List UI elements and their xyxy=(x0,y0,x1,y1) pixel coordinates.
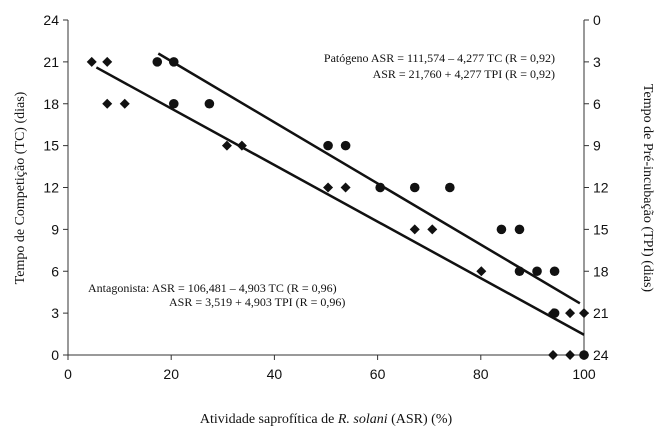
patogeno-point xyxy=(204,98,215,109)
patogeno-equation-2: ASR = 21,760 + 4,277 TPI (R = 0,92) xyxy=(373,67,555,81)
antagonista-point xyxy=(409,224,420,235)
left-y-tick-label: 18 xyxy=(43,96,59,112)
patogeno-point xyxy=(375,182,385,193)
left-y-axis-title: Tempo de Competição (TC) (dias) xyxy=(13,91,28,284)
right-y-tick-label: 6 xyxy=(593,96,601,112)
x-tick-label: 80 xyxy=(473,366,489,382)
antagonista-point xyxy=(427,224,438,235)
antagonista-point xyxy=(102,56,113,67)
antagonista-point xyxy=(579,308,589,319)
x-axis-title: Atividade saprofítica de R. solani (ASR)… xyxy=(200,412,453,427)
patogeno-fit-line xyxy=(157,52,581,305)
patogeno-point xyxy=(409,182,420,193)
patogeno-point xyxy=(549,308,560,318)
right-y-tick-label: 18 xyxy=(593,263,609,279)
antagonista-point xyxy=(236,140,247,151)
patogeno-point xyxy=(579,350,589,360)
antagonista-point xyxy=(221,140,232,151)
patogeno-point xyxy=(549,266,560,277)
patogeno-point xyxy=(168,98,179,109)
antagonista-point xyxy=(102,98,113,109)
antagonista-fit-line xyxy=(95,66,585,336)
left-y-tick-label: 24 xyxy=(43,12,59,28)
left-y-tick-label: 0 xyxy=(51,347,59,363)
right-y-tick-label: 21 xyxy=(593,305,609,321)
antagonista-point xyxy=(323,182,334,193)
left-y-tick-label: 21 xyxy=(43,54,59,70)
antagonista-point xyxy=(476,266,487,277)
left-y-tick-label: 15 xyxy=(43,138,59,154)
left-y-tick-label: 9 xyxy=(51,221,59,237)
fit-lines xyxy=(95,52,585,336)
patogeno-point xyxy=(496,224,507,235)
antagonista-point xyxy=(565,308,576,319)
x-tick-label: 0 xyxy=(64,366,72,382)
x-tick-label: 60 xyxy=(370,366,386,382)
data-points xyxy=(86,56,589,360)
x-axis-title-species: R. solani xyxy=(337,412,388,427)
patogeno-point xyxy=(168,57,179,67)
left-y-tick-label: 6 xyxy=(51,263,59,279)
right-y-tick-label: 0 xyxy=(593,12,601,28)
x-axis-title-part-1: Atividade saprofítica de xyxy=(200,412,338,427)
antagonista-point xyxy=(565,350,576,360)
patogeno-point xyxy=(340,140,351,151)
patogeno-point xyxy=(445,182,455,193)
right-y-tick-label: 24 xyxy=(593,347,609,363)
antagonista-point xyxy=(548,350,559,360)
x-tick-label: 40 xyxy=(267,366,283,382)
antagonista-point xyxy=(119,98,130,109)
x-tick-label: 20 xyxy=(163,366,179,382)
patogeno-point xyxy=(514,266,525,277)
right-y-axis-title: Tempo de Pré-incubação (TPI) (dias) xyxy=(640,84,655,292)
antagonista-equation-1: Antagonista: ASR = 106,481 – 4,903 TC (R… xyxy=(88,281,337,295)
antagonista-equation-2: ASR = 3,519 + 4,903 TPI (R = 0,96) xyxy=(169,295,345,309)
left-y-tick-label: 12 xyxy=(43,180,59,196)
right-y-tick-label: 3 xyxy=(593,54,601,70)
antagonista-point xyxy=(86,56,97,67)
patogeno-point xyxy=(152,57,163,67)
right-y-tick-label: 15 xyxy=(593,221,609,237)
tick-labels: 0 20 40 60 80 100 0 3 6 9 12 15 18 21 24 24 21 18 15 12 9 6 3 0 xyxy=(43,12,608,382)
right-y-tick-label: 9 xyxy=(593,138,601,154)
x-tick-label: 100 xyxy=(572,366,596,382)
patogeno-point xyxy=(323,140,333,151)
patogeno-point xyxy=(532,266,542,277)
patogeno-equation-1: Patógeno ASR = 111,574 – 4,277 TC (R = 0… xyxy=(324,51,555,65)
x-axis-title-part-3: (ASR) (%) xyxy=(388,412,453,427)
right-y-tick-label: 12 xyxy=(593,180,609,196)
patogeno-point xyxy=(514,224,525,235)
left-y-tick-label: 3 xyxy=(51,305,59,321)
antagonista-point xyxy=(340,182,351,193)
